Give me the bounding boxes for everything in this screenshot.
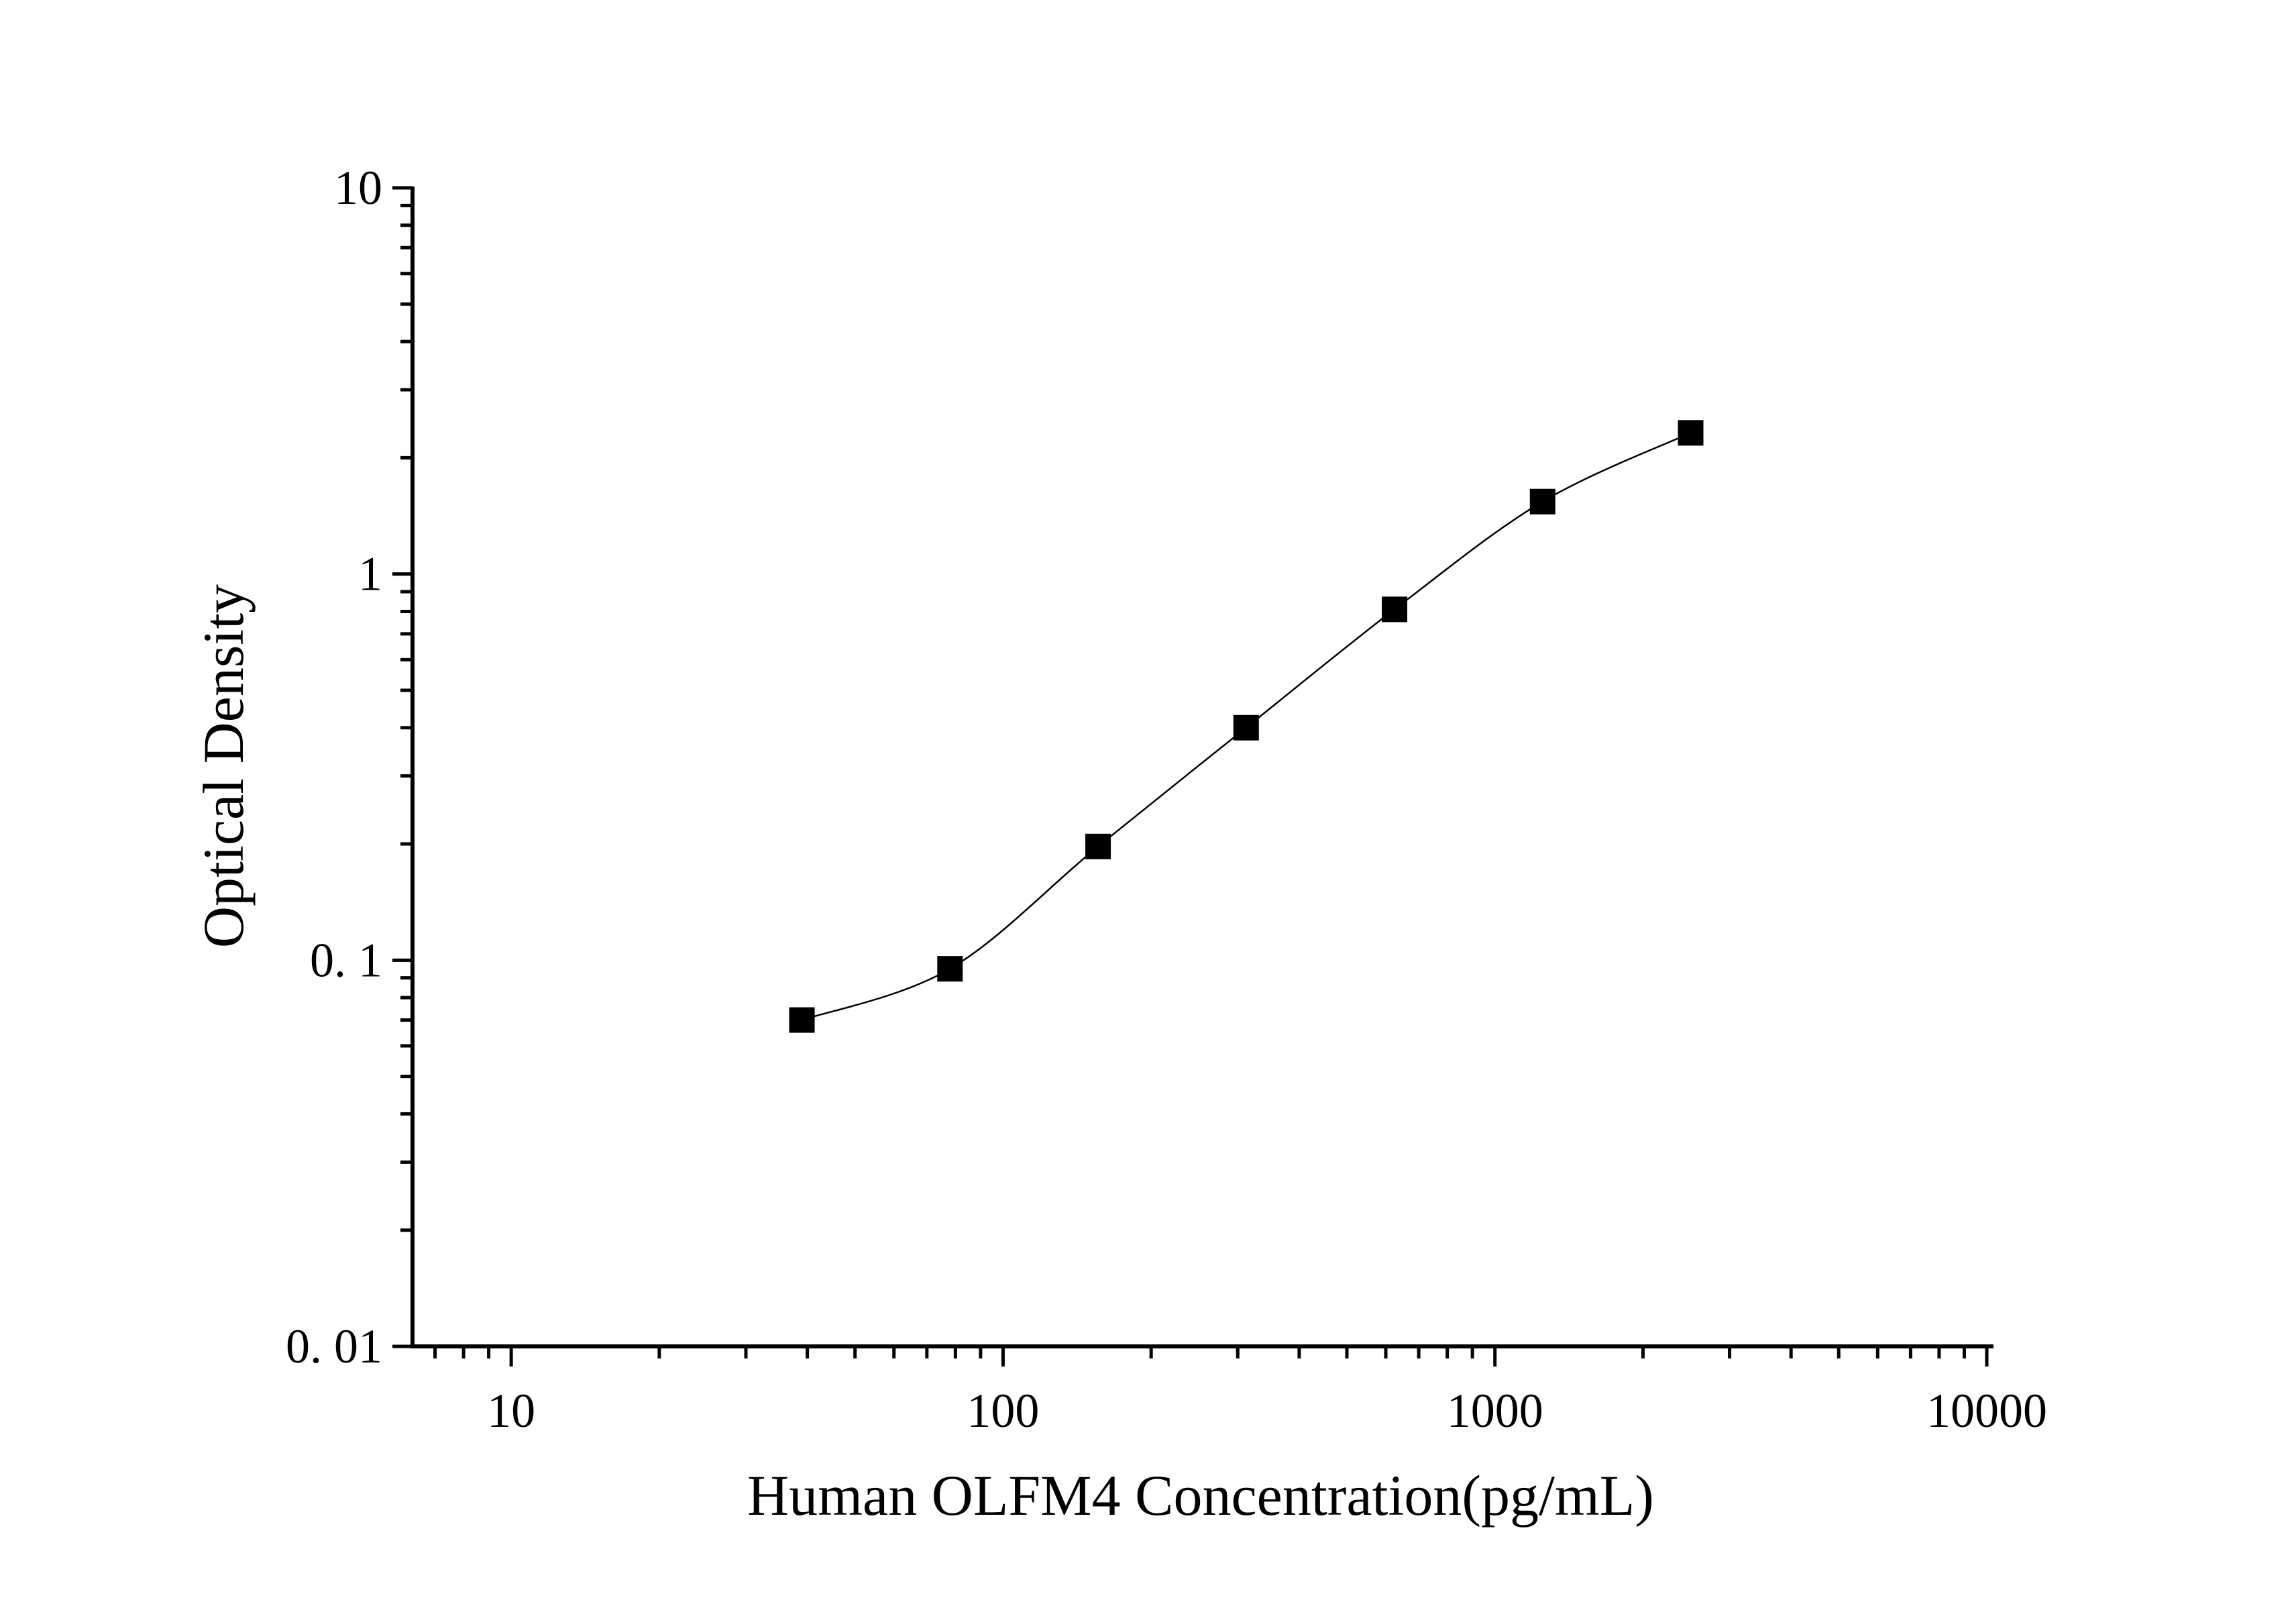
axis-ticks	[392, 186, 1989, 1367]
data-point	[1382, 596, 1408, 623]
x-tick-label: 10	[487, 1384, 535, 1438]
data-point	[937, 956, 963, 982]
y-tick-label: 1	[358, 547, 382, 601]
data-markers	[789, 420, 1704, 1033]
y-tick-labels: 0. 01 0. 1 1 10	[286, 161, 382, 1373]
x-axis-title: Human OLFM4 Concentration(pg/mL)	[747, 1463, 1654, 1528]
data-point	[1085, 833, 1111, 859]
x-tick-labels: 10 100 1000 10000	[487, 1384, 2047, 1438]
y-tick-label: 0. 1	[310, 933, 382, 987]
y-axis-title: Optical Density	[191, 584, 256, 948]
x-tick-label: 100	[967, 1384, 1039, 1438]
data-point	[1233, 714, 1259, 741]
data-point	[1678, 420, 1704, 446]
y-tick-label: 0. 01	[286, 1320, 382, 1373]
x-tick-label: 10000	[1926, 1384, 2047, 1438]
data-point	[789, 1007, 815, 1033]
x-tick-label: 1000	[1447, 1384, 1543, 1438]
data-point	[1529, 488, 1555, 515]
y-tick-label: 10	[334, 161, 382, 215]
